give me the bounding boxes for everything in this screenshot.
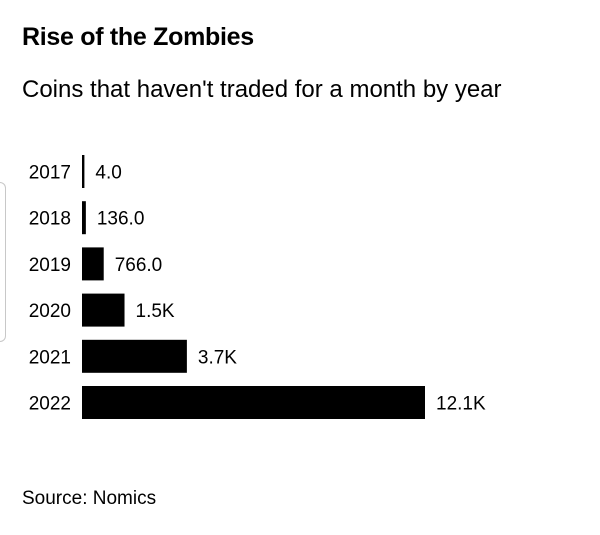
bar-2018 [82, 201, 86, 235]
value-label: 12.1K [436, 394, 486, 415]
bar-2017 [82, 155, 85, 188]
year-label: 2020 [29, 301, 71, 322]
year-label: 2017 [29, 163, 71, 184]
value-label: 1.5K [136, 301, 175, 322]
year-label: 2019 [29, 255, 71, 276]
value-label: 3.7K [198, 347, 237, 368]
value-label: 4.0 [95, 163, 121, 184]
bar-2022 [82, 386, 425, 419]
bar-2021 [82, 339, 187, 373]
value-label: 136.0 [97, 209, 145, 230]
year-label: 2021 [29, 347, 71, 368]
year-label: 2022 [29, 394, 71, 415]
bar-2019 [82, 247, 104, 281]
bar-2020 [82, 293, 125, 327]
chart-title: Rise of the Zombies [22, 23, 254, 51]
source-note: Source: Nomics [22, 488, 157, 509]
year-label: 2018 [29, 209, 71, 230]
chart-subtitle: Coins that haven't traded for a month by… [22, 76, 502, 103]
value-label: 766.0 [115, 255, 163, 276]
